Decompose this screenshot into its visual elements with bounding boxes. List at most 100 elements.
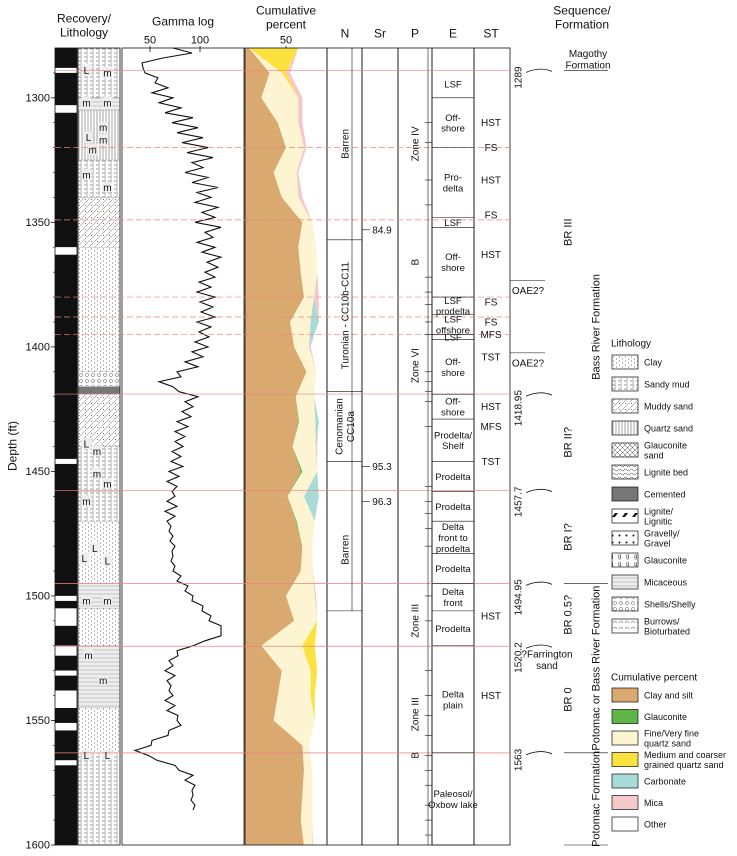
n-zone-label: Barren bbox=[341, 535, 352, 565]
lithology-legend-title: Lithology bbox=[611, 339, 651, 350]
formation-label: Magothy Formation bbox=[565, 49, 610, 71]
lithology-letter: L bbox=[92, 544, 98, 555]
y-tick-label: 1300 bbox=[26, 92, 50, 104]
lithology-letter-bg bbox=[102, 594, 113, 606]
lithology-letter: L bbox=[86, 133, 92, 144]
lithology-legend-swatch bbox=[611, 618, 639, 634]
lithology-letter-bg bbox=[102, 96, 113, 108]
recovery-block bbox=[55, 690, 77, 709]
gamma-tick-label: 50 bbox=[144, 35, 156, 47]
sequence-boundary-mark bbox=[525, 488, 553, 493]
lithology-letter: m bbox=[103, 183, 111, 194]
lithology-letter-bg bbox=[98, 121, 109, 133]
cumulative-legend-label: Fine/Very fine quartz sand bbox=[644, 728, 699, 748]
sequence-label: BR I? bbox=[563, 523, 575, 551]
lithology-letter: m bbox=[82, 596, 90, 607]
lithology-legend-label: Micaceous bbox=[644, 578, 688, 588]
log-marks bbox=[51, 46, 639, 846]
e-interval-label: LSF bbox=[444, 80, 462, 91]
oae-label: OAE2? bbox=[512, 286, 545, 297]
header-recovery-lithology: Recovery/Lithology bbox=[57, 12, 112, 40]
e-interval-label: Pro-delta bbox=[443, 173, 464, 195]
lithology-letter-bg bbox=[87, 144, 98, 156]
header-st: ST bbox=[483, 27, 499, 41]
cumulative-legend-label: Other bbox=[644, 820, 667, 830]
lithology-letter: m bbox=[103, 98, 111, 109]
sr-value: 95.3 bbox=[372, 462, 392, 473]
lithology-legend-label: Lignite/Lignitic bbox=[644, 506, 674, 526]
oae-label: OAE2? bbox=[512, 358, 545, 369]
header-sr: Sr bbox=[374, 27, 386, 41]
e-interval-label: LSF prodelta bbox=[436, 296, 471, 318]
lithology-legend-swatch bbox=[611, 508, 639, 524]
lithology-segment bbox=[77, 386, 121, 395]
column-frame bbox=[121, 47, 245, 846]
lithology-legend-label: Shells/Shelly bbox=[644, 600, 696, 610]
e-interval-label: Prodelta bbox=[435, 502, 471, 513]
st-label: HST bbox=[481, 176, 501, 187]
lithology-letter-bg bbox=[81, 169, 92, 181]
lithology-legend-label: Gravelly/Gravel bbox=[644, 528, 680, 548]
gamma-tick-label: 100 bbox=[191, 35, 209, 47]
cumulative-legend-swatch bbox=[611, 687, 639, 703]
farrington-label: ?Farrington sand bbox=[521, 649, 572, 672]
lithology-letter: m bbox=[93, 447, 101, 458]
recovery-block bbox=[55, 708, 77, 723]
recovery-block bbox=[55, 625, 77, 646]
lithology-letter: m bbox=[84, 651, 92, 662]
lithology-letter: L bbox=[105, 557, 111, 568]
lithology-segment bbox=[77, 247, 121, 372]
lithology-letter: m bbox=[82, 497, 90, 508]
st-label: HST bbox=[481, 118, 501, 129]
lithology-letter: L bbox=[84, 751, 90, 762]
sequence-label: BR 0.5? bbox=[563, 595, 575, 635]
y-tick-label: 1600 bbox=[26, 840, 50, 852]
lithology-letter: m bbox=[82, 171, 90, 182]
recovery-block bbox=[55, 463, 77, 596]
lithology-letter-bg bbox=[81, 594, 92, 606]
cumulative-legend-swatch bbox=[611, 795, 639, 810]
sequence-boundary-mark bbox=[525, 68, 553, 73]
sequence-label: BR 0 bbox=[563, 687, 575, 711]
e-interval-label: Delta front to prodelta bbox=[436, 522, 471, 555]
st-label: HST bbox=[481, 611, 501, 622]
n-zone-label: CenomanianCC10a bbox=[335, 398, 358, 455]
recovery-block bbox=[55, 730, 77, 761]
gamma-log-line bbox=[133, 47, 223, 811]
n-zone-label: Barren bbox=[341, 129, 352, 159]
log-labels: Recovery/Lithology Gamma log Cumulative per… bbox=[6, 4, 727, 852]
formation-label: Bass River Formation bbox=[591, 274, 603, 380]
cumulative-area-fine-sand bbox=[249, 48, 318, 845]
sequence-boundary-depth: 1494.95 bbox=[514, 579, 525, 616]
p-zone-label: B bbox=[411, 752, 422, 759]
lithology-segment bbox=[77, 752, 121, 846]
cumulative-legend-label: Medium and coarser grained quartz sand bbox=[644, 750, 726, 770]
lithology-letter-bg bbox=[91, 445, 102, 457]
y-tick-label: 1350 bbox=[26, 217, 50, 229]
y-tick-label: 1550 bbox=[26, 715, 50, 727]
header-sequence-formation: Sequence/Formation bbox=[553, 4, 611, 32]
st-label: MFS bbox=[480, 330, 501, 341]
st-label: TST bbox=[482, 352, 501, 363]
lithology-segment bbox=[77, 394, 121, 447]
lithology-legend-swatch bbox=[611, 574, 639, 590]
column-frame bbox=[473, 47, 511, 846]
e-interval-label: Off-shore bbox=[441, 397, 465, 419]
lithology-legend-swatch bbox=[611, 354, 639, 370]
lithology-letter-bg bbox=[89, 542, 100, 554]
cumulative-legend-title: Cumulative percent bbox=[611, 673, 697, 684]
lithology-segment bbox=[77, 608, 121, 646]
lithology-legend-swatch bbox=[611, 442, 639, 458]
column-frame bbox=[77, 47, 121, 846]
st-label: HST bbox=[481, 691, 501, 702]
lithology-letter: m bbox=[99, 676, 107, 687]
lithology-letter: m bbox=[99, 136, 107, 147]
sequence-boundary-depth: 1520.2 bbox=[514, 642, 525, 673]
n-zone-label: Turonian - CC10b-CC11 bbox=[341, 262, 352, 370]
lithology-letter-bg bbox=[98, 134, 109, 146]
lithology-letter: m bbox=[89, 146, 97, 157]
cumulative-legend-swatch bbox=[611, 752, 639, 767]
e-interval-label: Prodelta bbox=[435, 472, 471, 483]
lithology-letter-bg bbox=[102, 555, 113, 567]
recovery-block bbox=[55, 254, 77, 459]
